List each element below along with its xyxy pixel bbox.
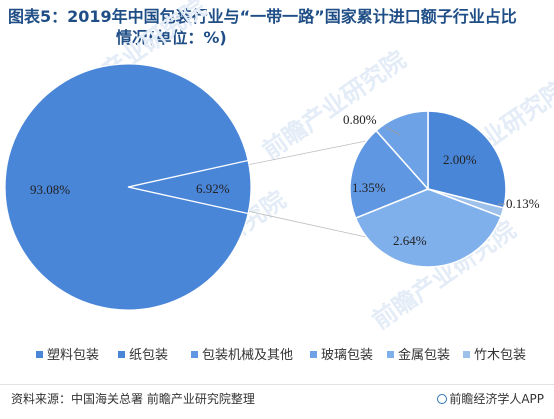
data-label: 2.00% (443, 152, 477, 167)
pie-slice (349, 129, 430, 220)
legend-label: 金属包装 (398, 347, 450, 363)
pie-slice (4, 63, 249, 311)
legend-label: 竹木包装 (474, 348, 526, 363)
data-label: 93.08% (30, 182, 70, 197)
data-label: 0.13% (506, 196, 540, 211)
legend-label: 塑料包装 (47, 348, 99, 363)
leader-line (385, 126, 401, 136)
legend-swatch (118, 351, 125, 358)
legend-swatch (387, 351, 394, 358)
legend-label: 包装机械及其他 (202, 348, 293, 363)
pie-slice (375, 110, 429, 191)
breakdown-pie (349, 110, 507, 268)
pie-labels: 93.08% 6.92% 2.00% 0.13% 2.64% 1.35% 0.80% (30, 112, 540, 248)
data-label: 0.80% (343, 112, 377, 127)
chart-title-line2: 情况(单位：%) (116, 28, 227, 47)
pie-slice (427, 110, 507, 209)
footer-divider (0, 384, 554, 385)
data-label: 1.35% (352, 180, 386, 195)
main-pie (4, 63, 252, 311)
legend-swatch (310, 351, 317, 358)
legend-label: 玻璃包装 (321, 348, 373, 363)
chart-title-line1: 图表5：2019年中国包装行业与“一带一路”国家累计进口额子行业占比 (8, 7, 517, 26)
legend-swatch (36, 351, 43, 358)
pie-slice (354, 188, 502, 268)
chart-title: 图表5：2019年中国包装行业与“一带一路”国家累计进口额子行业占比 情况(单位… (8, 6, 544, 48)
legend-label: 纸包装 (129, 348, 168, 363)
brand-logo-icon (437, 394, 448, 404)
data-label: 2.64% (393, 233, 427, 248)
legend-swatch (463, 351, 470, 358)
legend: 塑料包装 纸包装 包装机械及其他 玻璃包装 金属包装 竹木包装 (36, 347, 526, 363)
legend-swatch (191, 351, 198, 358)
source-note: 资料来源：中国海关总署 前瞻产业研究院整理 (11, 392, 255, 406)
brand-text: 前瞻经济学人APP (449, 392, 544, 406)
brand-footer: 前瞻经济学人APP (437, 390, 544, 407)
data-label: 6.92% (196, 181, 230, 196)
